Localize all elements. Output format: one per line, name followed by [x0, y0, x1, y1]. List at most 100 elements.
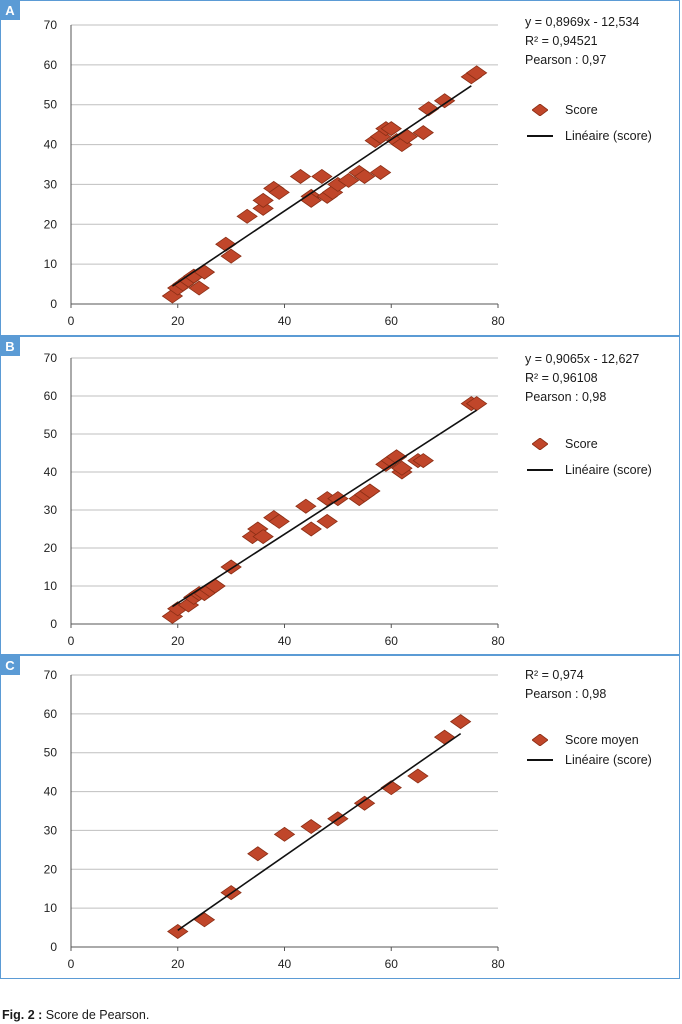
trendline-icon	[525, 759, 555, 761]
caption-prefix: Fig. 2 :	[2, 1008, 43, 1022]
data-point	[220, 248, 242, 264]
data-point	[252, 200, 274, 216]
y-tick-label: 40	[44, 465, 58, 479]
data-point	[433, 93, 456, 109]
x-tick-label: 20	[171, 314, 185, 328]
data-point	[252, 529, 274, 545]
data-point	[353, 795, 376, 811]
y-tick-label: 50	[44, 427, 58, 441]
legend-label: Linéaire (score)	[565, 753, 652, 767]
r-squared-text: R² = 0,96108	[525, 371, 598, 385]
scatter-plot-b: 0 10 20 30 40 50 60 70 0 20 40 60 80	[44, 351, 505, 648]
y-tick-label: 50	[44, 98, 58, 112]
x-tick-label: 80	[491, 634, 505, 648]
y-tick-label: 30	[44, 177, 58, 191]
regression-stats: R² = 0,974 Pearson : 0,98	[525, 666, 606, 704]
data-point	[412, 453, 434, 469]
equation-text: y = 0,8969x - 12,534	[525, 15, 640, 29]
y-tick-label: 10	[44, 579, 58, 593]
y-tick-label: 70	[44, 351, 58, 365]
chart-panel-b: B 0 10 20 30 40 50 60 70 0 20 40 60 80 y = 0,9065x -…	[0, 336, 680, 655]
y-tick-label: 40	[44, 138, 58, 152]
legend-item-trend: Linéaire (score)	[525, 457, 652, 483]
y-tick-label: 0	[50, 940, 57, 954]
legend-label: Linéaire (score)	[565, 129, 652, 143]
x-tick-label: 80	[491, 314, 505, 328]
y-tick-label: 60	[44, 707, 58, 721]
data-point	[247, 846, 269, 862]
panel-label: A	[0, 0, 20, 20]
trendline-icon	[525, 135, 555, 137]
scatter-plot-a: 0 10 20 30 40 50 60 70 0 20 40 60 80	[44, 18, 505, 328]
data-point	[236, 208, 258, 224]
data-point	[289, 168, 312, 184]
data-point	[391, 460, 413, 476]
chart-panel-c: C 0 10 20 30 40 50 60 70 0 20 40 60 80 R² = 0,974 Pe…	[0, 655, 680, 979]
figure-caption: Fig. 2 : Score de Pearson.	[2, 1008, 149, 1022]
legend-item-series: Score	[525, 97, 652, 123]
data-point	[407, 768, 429, 784]
data-point	[412, 125, 434, 141]
y-tick-label: 0	[50, 297, 57, 311]
trendline	[177, 732, 462, 931]
data-point	[353, 168, 376, 184]
data-point	[295, 498, 317, 514]
trendline	[171, 409, 478, 608]
legend: Score Linéaire (score)	[525, 97, 652, 149]
x-tick-label: 20	[171, 957, 185, 971]
trendline	[171, 85, 472, 287]
y-tick-label: 0	[50, 617, 57, 631]
data-point	[369, 164, 392, 180]
x-tick-label: 40	[278, 634, 292, 648]
data-point	[380, 121, 402, 137]
data-point	[396, 129, 418, 145]
data-point	[311, 168, 333, 184]
data-point	[193, 912, 216, 928]
data-point	[268, 184, 290, 200]
diamond-marker-icon	[532, 438, 548, 450]
chart-panel-a: A 0 10 20 30 40 50 60 70 0 20 40 60 80 y = 0,8969x -…	[0, 0, 680, 336]
y-tick-label: 10	[44, 901, 58, 915]
x-tick-label: 0	[68, 634, 75, 648]
x-tick-label: 60	[385, 634, 399, 648]
data-point	[433, 729, 456, 745]
data-point	[220, 559, 242, 575]
legend-label: Score	[565, 103, 598, 117]
y-tick-label: 30	[44, 503, 58, 517]
caption-text: Score de Pearson.	[45, 1008, 150, 1022]
legend-item-series: Score	[525, 431, 652, 457]
x-tick-label: 40	[278, 314, 292, 328]
diamond-marker-icon	[532, 734, 548, 746]
trendline-icon	[525, 469, 555, 471]
y-tick-label: 30	[44, 823, 58, 837]
y-tick-label: 40	[44, 785, 58, 799]
y-tick-label: 70	[44, 18, 58, 32]
y-tick-label: 50	[44, 746, 58, 760]
regression-stats: y = 0,9065x - 12,627 R² = 0,96108 Pearso…	[525, 350, 639, 407]
data-point	[417, 101, 440, 117]
r-squared-text: R² = 0,974	[525, 668, 584, 682]
x-tick-label: 0	[68, 314, 75, 328]
data-point	[449, 714, 472, 730]
data-point	[268, 513, 290, 529]
data-point	[465, 65, 488, 81]
scatter-plot-c: 0 10 20 30 40 50 60 70 0 20 40 60 80	[44, 668, 505, 971]
data-point	[252, 192, 274, 208]
legend-label: Score moyen	[565, 733, 639, 747]
x-tick-label: 80	[491, 957, 505, 971]
y-tick-label: 20	[44, 217, 58, 231]
legend-label: Linéaire (score)	[565, 463, 652, 477]
panel-label: C	[0, 655, 20, 675]
data-point	[380, 780, 402, 796]
legend-label: Score	[565, 437, 598, 451]
data-point	[300, 819, 322, 835]
pearson-text: Pearson : 0,97	[525, 53, 607, 67]
y-tick-label: 20	[44, 541, 58, 555]
y-tick-label: 60	[44, 389, 58, 403]
legend: Score Linéaire (score)	[525, 431, 652, 483]
diamond-marker-icon	[532, 104, 548, 116]
legend-item-trend: Linéaire (score)	[525, 123, 652, 149]
y-tick-label: 20	[44, 862, 58, 876]
data-point	[273, 826, 296, 842]
data-point	[337, 172, 360, 188]
